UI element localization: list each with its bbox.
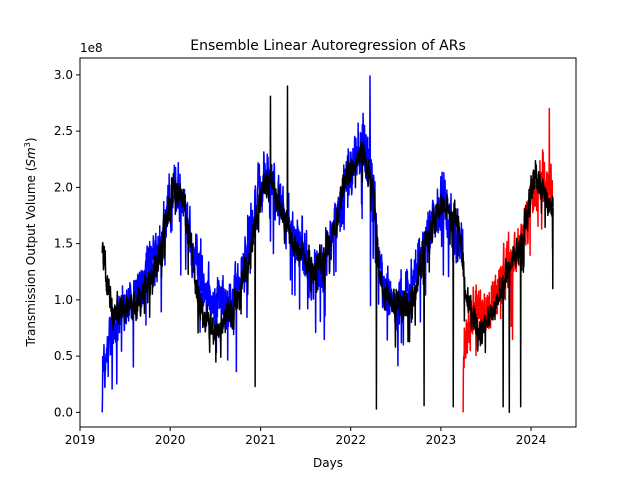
y-tick-label: 1.5 bbox=[54, 237, 73, 251]
series-line-0 bbox=[101, 75, 464, 413]
y-axis-label: Transmission Output Volume (Sm3) bbox=[23, 137, 38, 347]
x-tick-label: 2024 bbox=[516, 433, 547, 447]
x-axis-label: Days bbox=[313, 456, 343, 470]
series-layer bbox=[101, 75, 555, 414]
y-axis-label-sm: Sm bbox=[24, 147, 38, 166]
y-tick-label: 3.0 bbox=[54, 68, 73, 82]
plot-frame bbox=[79, 57, 577, 428]
y-axis-label-exp: 3 bbox=[23, 142, 32, 147]
y-tick-label: 0.0 bbox=[54, 405, 73, 419]
x-axis: 2019 2020 2021 2022 2023 2024 bbox=[65, 427, 547, 447]
y-tick-label: 0.5 bbox=[54, 349, 73, 363]
y-tick-label: 2.0 bbox=[54, 180, 73, 194]
y-tick-label: 1.0 bbox=[54, 293, 73, 307]
chart-title: Ensemble Linear Autoregression of ARs bbox=[190, 38, 466, 54]
x-tick-label: 2021 bbox=[245, 433, 276, 447]
series-line-2 bbox=[101, 85, 554, 414]
x-tick-label: 2022 bbox=[335, 433, 366, 447]
x-tick-label: 2020 bbox=[155, 433, 186, 447]
x-tick-label: 2023 bbox=[426, 433, 457, 447]
y-axis-label-main: Transmission Output Volume ( bbox=[24, 167, 38, 348]
x-tick-label: 2019 bbox=[65, 433, 96, 447]
y-tick-label: 2.5 bbox=[54, 124, 73, 138]
y-axis: 0.0 0.5 1.0 1.5 2.0 2.5 3.0 bbox=[54, 68, 80, 419]
y-offset-text: 1e8 bbox=[80, 41, 103, 55]
y-axis-label-close: ) bbox=[24, 137, 38, 142]
series-line-1 bbox=[462, 107, 555, 413]
